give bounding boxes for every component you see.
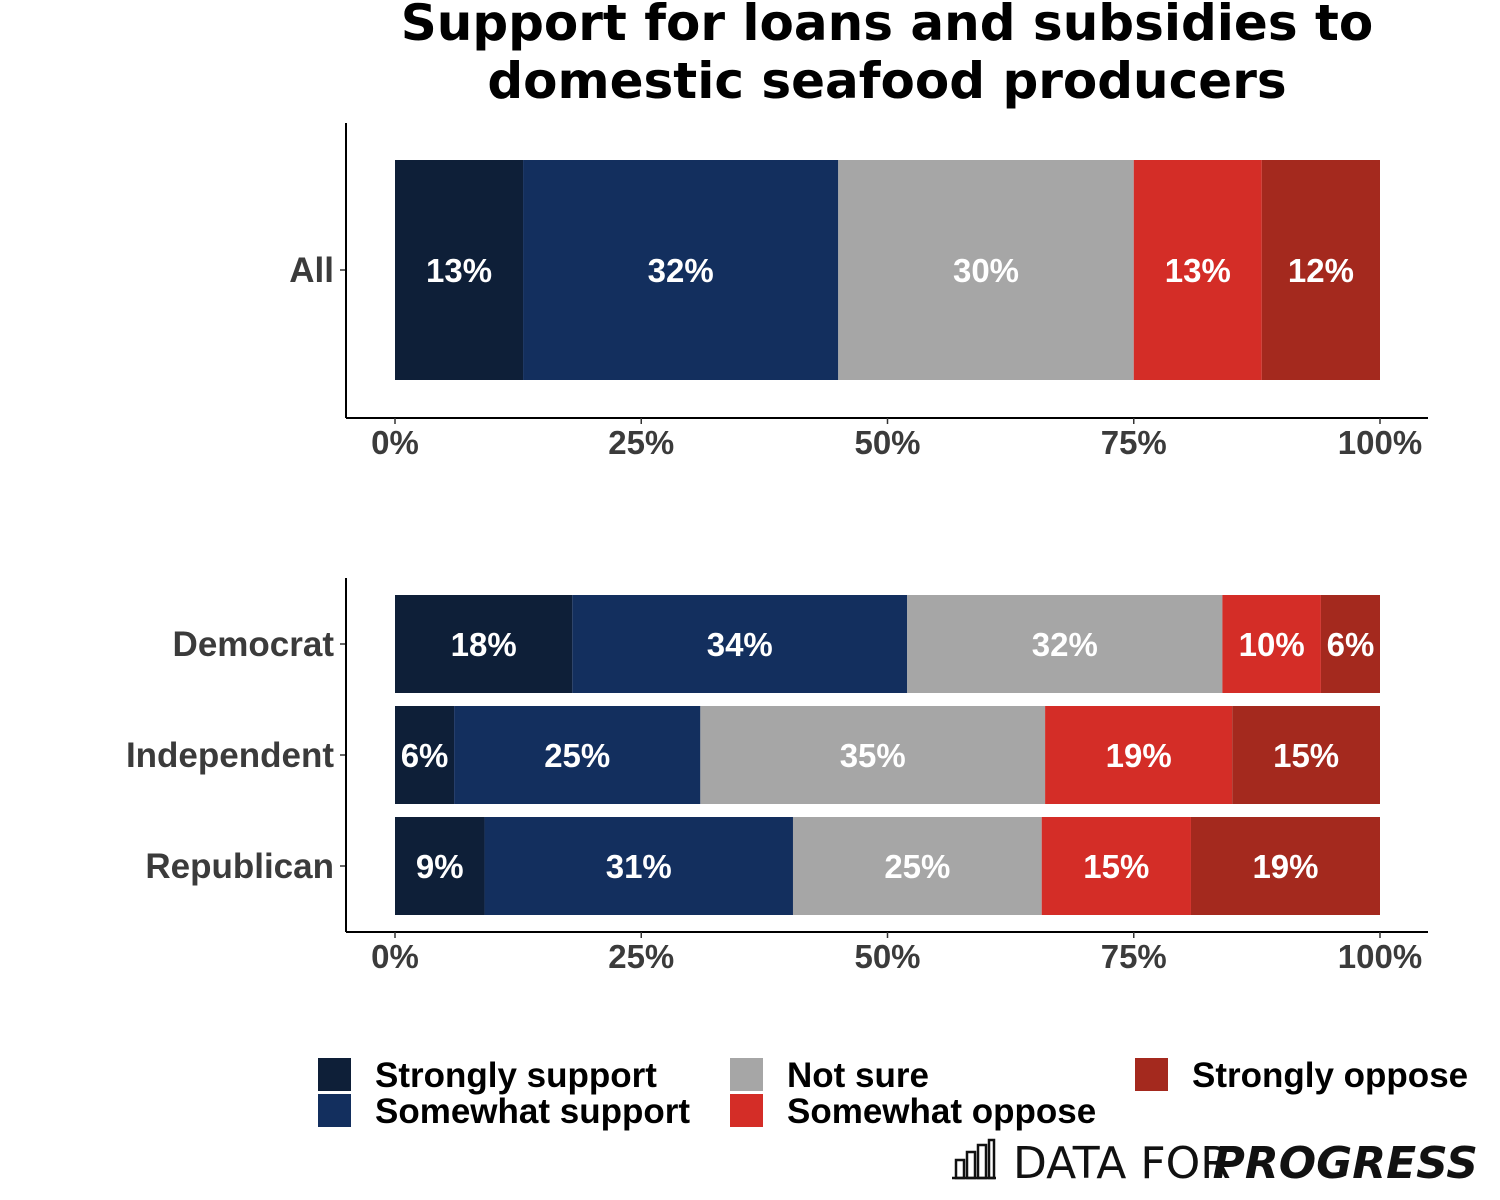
legend-swatch xyxy=(730,1094,763,1127)
data-label: 6% xyxy=(401,737,449,774)
data-label: 25% xyxy=(884,848,950,885)
chart-title-line-2: domestic seafood producers xyxy=(487,52,1286,110)
legend-label: Strongly oppose xyxy=(1192,1056,1468,1095)
chart-title: Support for loans and subsidies todomest… xyxy=(401,0,1374,110)
x-tick-label: 0% xyxy=(371,938,419,975)
legend-item: Not sure xyxy=(730,1056,929,1095)
legend-item: Somewhat oppose xyxy=(730,1092,1096,1131)
x-tick-label: 75% xyxy=(1101,424,1167,461)
data-label: 32% xyxy=(648,252,714,289)
bar-row-independent: 6% 25% 35% 19% 15% xyxy=(395,706,1380,804)
data-label: 13% xyxy=(426,252,492,289)
data-label: 15% xyxy=(1083,848,1149,885)
bar-segment-democrat-2 xyxy=(572,595,908,693)
legend-label: Strongly support xyxy=(375,1056,657,1095)
bar-row-all: 13% 32% 30% 13% 12% xyxy=(395,160,1380,380)
bar-segment-republican-4 xyxy=(1041,817,1191,915)
bar-segment-republican-1 xyxy=(395,817,485,915)
bar-segment-republican-3 xyxy=(792,817,1042,915)
chart-panels: 13% 32% 30% 13% 12% All 0% 25% 50% 75% 100% 18% 34% 3… xyxy=(126,123,1428,975)
bar-segment-all-1 xyxy=(395,160,524,380)
x-tick-label: 25% xyxy=(608,938,674,975)
data-label: 35% xyxy=(840,737,906,774)
data-label: 18% xyxy=(451,626,517,663)
data-label: 31% xyxy=(606,848,672,885)
bar-segment-all-4 xyxy=(1133,160,1262,380)
data-label: 6% xyxy=(1327,626,1375,663)
data-label: 10% xyxy=(1239,626,1305,663)
bar-segment-independent-4 xyxy=(1045,706,1233,804)
legend-item: Somewhat support xyxy=(318,1092,690,1131)
bar-segment-all-2 xyxy=(523,160,839,380)
bar-chart-logo-icon xyxy=(952,1138,996,1180)
data-label: 13% xyxy=(1165,252,1231,289)
legend-swatch xyxy=(1135,1058,1168,1091)
category-label: Republican xyxy=(145,847,334,886)
bar-row-republican: 9% 31% 25% 15% 19% xyxy=(395,817,1380,915)
x-tick-label: 50% xyxy=(854,938,920,975)
bar-segment-democrat-4 xyxy=(1222,595,1321,693)
legend-item: Strongly support xyxy=(318,1056,657,1095)
bar-segment-democrat-3 xyxy=(907,595,1223,693)
bar-segment-democrat-1 xyxy=(395,595,573,693)
x-tick-label: 75% xyxy=(1101,938,1167,975)
brand-text-bold: PROGRESS xyxy=(1213,1138,1478,1189)
bar-segment-all-5 xyxy=(1261,160,1380,380)
legend-swatch xyxy=(318,1094,351,1127)
bar-segment-independent-3 xyxy=(700,706,1046,804)
bar-segment-democrat-5 xyxy=(1320,595,1380,693)
legend-label: Somewhat support xyxy=(375,1092,690,1131)
category-label: Independent xyxy=(126,736,334,775)
bar-segment-republican-2 xyxy=(484,817,793,915)
bar-segment-republican-5 xyxy=(1190,817,1380,915)
data-label: 30% xyxy=(953,252,1019,289)
x-tick-label: 100% xyxy=(1338,424,1422,461)
panel-overall: 13% 32% 30% 13% 12% All 0% 25% 50% 75% 100% xyxy=(289,123,1428,461)
data-label: 15% xyxy=(1273,737,1339,774)
data-label: 12% xyxy=(1288,252,1354,289)
bar-segment-independent-2 xyxy=(454,706,701,804)
data-label: 19% xyxy=(1106,737,1172,774)
brand-text-regular: DATA FOR xyxy=(1013,1138,1231,1189)
x-tick-label: 0% xyxy=(371,424,419,461)
x-tick-label: 50% xyxy=(854,424,920,461)
panel-by-party: 18% 34% 32% 10% 6% Democrat 6% 25% 35% 19% 15% Inde… xyxy=(126,578,1428,975)
category-label: All xyxy=(289,251,334,290)
category-label: Democrat xyxy=(173,625,335,664)
data-label: 9% xyxy=(416,848,464,885)
x-tick-label: 100% xyxy=(1338,938,1422,975)
legend-swatch xyxy=(318,1058,351,1091)
legend-label: Not sure xyxy=(787,1056,929,1095)
bar-segment-independent-5 xyxy=(1232,706,1380,804)
data-label: 25% xyxy=(544,737,610,774)
legend-item: Strongly oppose xyxy=(1135,1056,1468,1095)
legend-swatch xyxy=(730,1058,763,1091)
bar-segment-all-3 xyxy=(838,160,1134,380)
data-label: 19% xyxy=(1252,848,1318,885)
bar-segment-independent-1 xyxy=(395,706,455,804)
data-label: 34% xyxy=(707,626,773,663)
bar-row-democrat: 18% 34% 32% 10% 6% xyxy=(395,595,1380,693)
data-label: 32% xyxy=(1032,626,1098,663)
legend-label: Somewhat oppose xyxy=(787,1092,1096,1131)
chart-title-line-1: Support for loans and subsidies to xyxy=(401,0,1374,52)
x-tick-label: 25% xyxy=(608,424,674,461)
